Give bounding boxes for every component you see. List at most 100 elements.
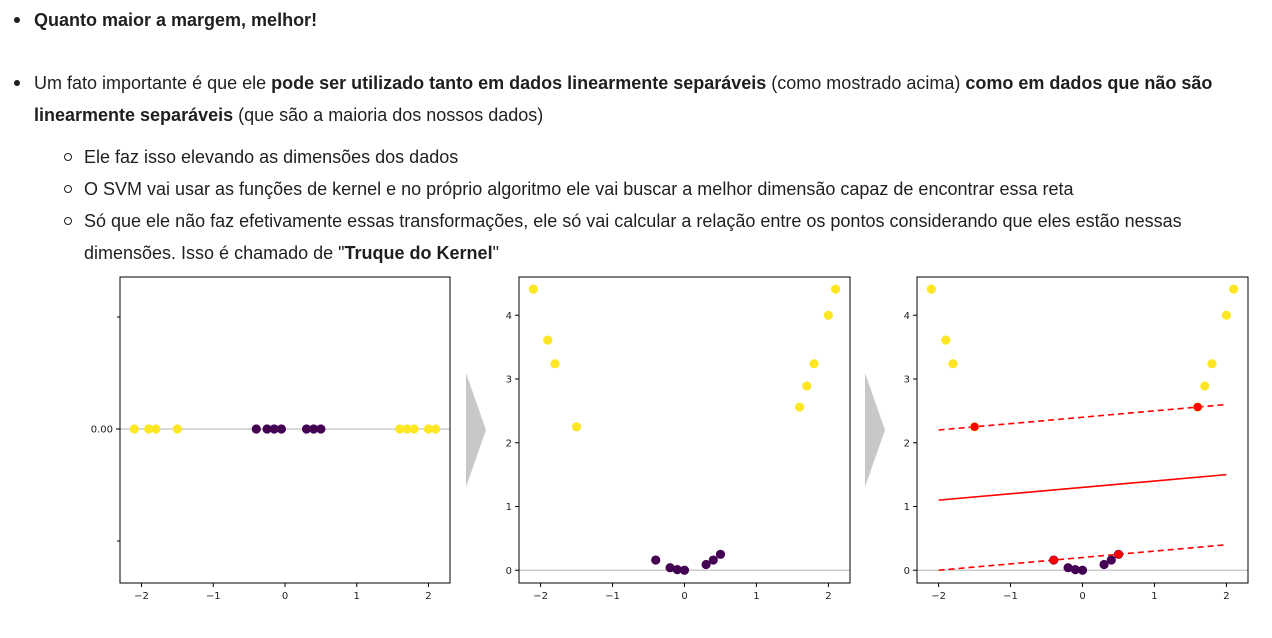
x-tick-label: −2 bbox=[533, 591, 548, 602]
data-point bbox=[262, 424, 272, 434]
bullet-linear-separability: Um fato importante é que ele pode ser ut… bbox=[14, 67, 1244, 131]
support-vector bbox=[1193, 402, 1202, 412]
data-point bbox=[1200, 381, 1210, 391]
data-point bbox=[679, 565, 690, 575]
text: (que são a maioria dos nossos dados) bbox=[233, 105, 544, 125]
bullet-circle bbox=[64, 153, 72, 161]
data-point bbox=[948, 359, 958, 369]
data-point bbox=[802, 381, 812, 391]
data-point bbox=[823, 310, 834, 320]
data-point bbox=[409, 424, 419, 434]
data-point bbox=[795, 402, 805, 412]
x-tick-label: −1 bbox=[206, 591, 221, 602]
data-point bbox=[941, 335, 951, 345]
text: O SVM vai usar as funções de kernel e no… bbox=[84, 179, 1074, 199]
data-point bbox=[926, 284, 936, 294]
data-point bbox=[672, 565, 682, 575]
y-tick-label: 0 bbox=[904, 566, 910, 577]
data-point bbox=[651, 555, 661, 565]
margin-statement: Quanto maior a margem, melhor! bbox=[34, 10, 318, 30]
data-point bbox=[172, 424, 182, 434]
decision-boundary bbox=[938, 473, 1227, 501]
transition-arrow bbox=[865, 373, 885, 487]
data-point bbox=[1077, 565, 1088, 575]
y-tick-label: 3 bbox=[506, 375, 512, 386]
data-point bbox=[708, 555, 718, 565]
data-point bbox=[402, 424, 412, 434]
data-point bbox=[423, 424, 434, 434]
data-point bbox=[1229, 284, 1239, 294]
x-tick-label: 0 bbox=[282, 591, 288, 602]
data-point bbox=[1070, 565, 1080, 575]
text: Só que ele não faz efetivamente essas tr… bbox=[84, 211, 1182, 263]
data-point bbox=[129, 424, 139, 434]
data-point bbox=[144, 424, 154, 434]
x-tick-label: −1 bbox=[605, 591, 620, 602]
data-point bbox=[1099, 559, 1109, 570]
x-tick-label: 2 bbox=[1223, 591, 1229, 602]
x-tick-label: 0 bbox=[681, 591, 687, 602]
bullet-dot bbox=[14, 17, 20, 23]
y-tick-label: 1 bbox=[904, 502, 910, 513]
x-tick-label: 2 bbox=[825, 591, 831, 602]
text: " bbox=[492, 243, 499, 263]
data-point bbox=[1221, 310, 1232, 320]
data-point bbox=[251, 424, 261, 434]
data-point bbox=[395, 424, 405, 434]
bullet-margin: Quanto maior a margem, melhor! bbox=[14, 4, 1244, 36]
data-point bbox=[715, 549, 726, 559]
support-vector bbox=[970, 422, 979, 432]
sub-bullet-kernel-functions: O SVM vai usar as funções de kernel e no… bbox=[64, 173, 1244, 205]
text: Ele faz isso elevando as dimensões dos d… bbox=[84, 147, 459, 167]
x-tick-label: 1 bbox=[753, 591, 759, 602]
support-vector bbox=[1114, 550, 1123, 559]
data-point bbox=[151, 424, 161, 434]
data-point bbox=[701, 559, 711, 570]
data-point bbox=[831, 284, 841, 294]
text: Um fato importante é que ele bbox=[34, 73, 272, 93]
sub-bullet-dimensions: Ele faz isso elevando as dimensões dos d… bbox=[64, 141, 1244, 173]
x-tick-label: 0 bbox=[1079, 591, 1085, 602]
data-point bbox=[269, 424, 279, 434]
data-point bbox=[665, 563, 675, 573]
plot-frame bbox=[518, 276, 851, 584]
x-tick-label: 1 bbox=[1151, 591, 1157, 602]
data-point bbox=[809, 359, 819, 369]
data-point bbox=[431, 424, 441, 434]
chart-panel-3: −2 −1 0 1 2 0 1 2 3 4 bbox=[904, 276, 1249, 602]
x-tick-label: −2 bbox=[134, 591, 149, 602]
data-point bbox=[309, 424, 319, 434]
bullet-circle bbox=[64, 185, 72, 193]
data-point bbox=[1063, 563, 1073, 573]
data-point bbox=[543, 335, 553, 345]
data-point bbox=[528, 284, 538, 294]
x-tick-label: 2 bbox=[425, 591, 431, 602]
y-tick-label: 4 bbox=[904, 311, 910, 322]
x-tick-label: −2 bbox=[931, 591, 946, 602]
y-tick-label: 4 bbox=[506, 311, 512, 322]
margin-line bbox=[938, 403, 1227, 431]
transition-arrow bbox=[466, 373, 486, 487]
support-vector bbox=[1049, 555, 1058, 565]
y-tick-label: 0.00 bbox=[91, 425, 113, 436]
chart-panel-2: −2 −1 0 1 2 0 1 2 3 4 bbox=[506, 276, 851, 602]
chart-panel-1: −2 −1 0 1 2 0.00 bbox=[91, 276, 451, 602]
bold-text: Truque do Kernel bbox=[344, 243, 493, 263]
y-tick-label: 3 bbox=[904, 375, 910, 386]
data-point bbox=[571, 422, 582, 432]
data-point bbox=[316, 424, 326, 434]
y-tick-label: 2 bbox=[904, 438, 910, 449]
data-point bbox=[550, 359, 560, 369]
margin-line bbox=[938, 543, 1227, 572]
y-tick-label: 1 bbox=[506, 502, 512, 513]
bullet-circle bbox=[64, 217, 72, 225]
data-point bbox=[276, 424, 287, 434]
plot-frame bbox=[916, 276, 1249, 584]
data-point bbox=[301, 424, 312, 434]
data-point bbox=[1106, 555, 1116, 565]
y-tick-label: 2 bbox=[506, 438, 512, 449]
x-tick-label: −1 bbox=[1003, 591, 1018, 602]
data-point bbox=[1207, 359, 1217, 369]
text: (como mostrado acima) bbox=[766, 73, 966, 93]
